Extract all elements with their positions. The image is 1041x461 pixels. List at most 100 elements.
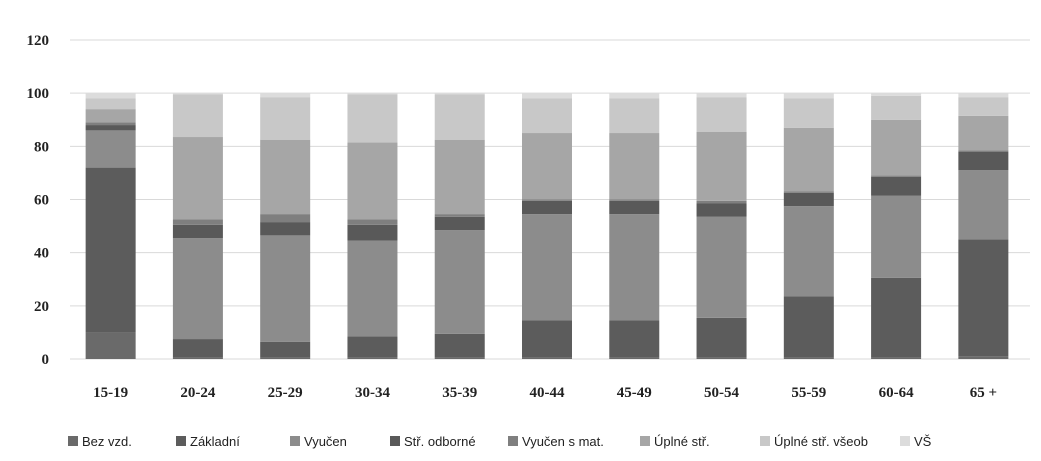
- bar-segment: [347, 219, 398, 225]
- bar-segment: [783, 127, 834, 192]
- bar-segment: [85, 93, 136, 99]
- y-tick-label: 80: [34, 139, 49, 155]
- bar-segment: [172, 224, 223, 239]
- bar-segment: [522, 93, 572, 99]
- x-tick-label: 40-44: [530, 385, 565, 401]
- legend-swatch: [760, 436, 770, 446]
- bar-stack: [522, 93, 572, 359]
- bar-segment: [696, 97, 747, 132]
- bar-segment: [609, 320, 660, 358]
- bar-segment: [347, 94, 398, 143]
- bar-segment: [696, 131, 747, 201]
- bar-stack: [347, 93, 398, 359]
- bar-segment: [871, 176, 922, 196]
- bar-segment: [522, 357, 572, 359]
- x-tick-label: 15-19: [93, 385, 128, 401]
- y-axis: 0 20 40 60 80 100 120: [27, 33, 50, 368]
- bar-segment: [522, 199, 572, 201]
- bar-segment: [260, 341, 311, 358]
- legend-item: Úplné stř. všeob: [760, 434, 868, 449]
- bar-segment: [172, 94, 223, 138]
- bar-segment: [85, 332, 136, 359]
- legend-label: VŠ: [914, 434, 932, 449]
- bar-segment: [347, 142, 398, 220]
- x-tick-label: 30-34: [355, 385, 390, 401]
- bar-segment: [347, 357, 398, 359]
- bar-segment: [871, 357, 922, 359]
- x-axis: 15-19 20-24 25-29 30-34 35-39 40-44 45-49 50-54…: [93, 385, 997, 401]
- legend-item: Úplné stř.: [640, 434, 710, 449]
- y-tick-label: 60: [34, 193, 49, 209]
- bar-segment: [871, 119, 922, 176]
- bar-segment: [609, 133, 660, 200]
- bar-segment: [347, 224, 398, 241]
- bar-segment: [172, 219, 223, 225]
- legend-swatch: [508, 436, 518, 446]
- x-tick-label: 60-64: [879, 385, 914, 401]
- bar-segment: [522, 320, 572, 358]
- bar-segment: [260, 357, 311, 359]
- bar-segment: [434, 94, 485, 140]
- bar-segment: [434, 230, 485, 334]
- bar-segment: [783, 357, 834, 359]
- bar-segment: [260, 93, 311, 98]
- legend-label: Vyučen s mat.: [522, 434, 604, 449]
- bar-segment: [958, 239, 1009, 357]
- bar-segment: [696, 317, 747, 358]
- bar-segment: [609, 200, 660, 215]
- bar-segment: [958, 151, 1009, 171]
- y-tick-label: 0: [42, 352, 50, 368]
- bar-stack: [871, 93, 922, 359]
- bar-segment: [783, 191, 834, 193]
- bar-segment: [260, 222, 311, 236]
- bar-segment: [783, 192, 834, 207]
- x-tick-label: 50-54: [704, 385, 739, 401]
- bar-segment: [522, 214, 572, 321]
- bar-segment: [260, 214, 311, 223]
- bar-segment: [85, 109, 136, 123]
- bar-segment: [434, 216, 485, 231]
- legend-item: Základní: [176, 434, 240, 449]
- bar-segment: [609, 93, 660, 99]
- legend-item: Bez vzd.: [68, 434, 132, 449]
- bar-segment: [871, 95, 922, 120]
- bar-stack: [958, 93, 1009, 359]
- bar-segment: [871, 93, 922, 96]
- bar-segment: [434, 214, 485, 217]
- bar-segment: [85, 125, 136, 131]
- legend-label: Úplné stř.: [654, 434, 710, 449]
- bar-stack: [172, 93, 223, 359]
- bar-stack: [260, 93, 311, 359]
- bar-stack: [696, 93, 747, 359]
- bar-segment: [172, 357, 223, 359]
- bar-segment: [871, 195, 922, 278]
- bar-segment: [434, 139, 485, 215]
- legend-swatch: [900, 436, 910, 446]
- x-tick-label: 35-39: [442, 385, 477, 401]
- bar-segment: [958, 97, 1009, 116]
- legend-label: Základní: [190, 434, 240, 449]
- bar-segment: [522, 133, 572, 200]
- bar-segment: [958, 356, 1009, 359]
- bar-segment: [696, 200, 747, 204]
- bar-segment: [958, 93, 1009, 98]
- bar-segment: [958, 115, 1009, 151]
- bar-segment: [696, 357, 747, 359]
- x-tick-label: 25-29: [268, 385, 303, 401]
- legend-item: Vyučen: [290, 434, 347, 449]
- y-tick-label: 40: [34, 246, 49, 262]
- bar-segment: [871, 277, 922, 358]
- bar-segment: [609, 199, 660, 201]
- bar-segment: [434, 333, 485, 358]
- bar-stack: [85, 93, 136, 359]
- bar-segment: [696, 216, 747, 318]
- x-tick-label: 65 +: [970, 385, 997, 401]
- legend-label: Stř. odborné: [404, 434, 476, 449]
- bar-segment: [609, 98, 660, 134]
- bar-segment: [696, 93, 747, 98]
- bar-segment: [85, 167, 136, 333]
- legend-label: Bez vzd.: [82, 434, 132, 449]
- legend-swatch: [640, 436, 650, 446]
- bar-stack: [609, 93, 660, 359]
